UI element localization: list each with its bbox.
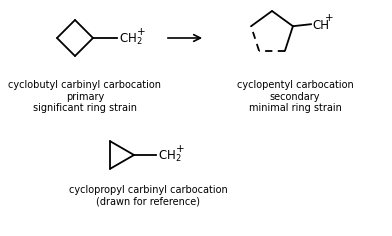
- Text: cyclopentyl carbocation
secondary
minimal ring strain: cyclopentyl carbocation secondary minima…: [237, 80, 353, 113]
- Text: CH$_2$: CH$_2$: [119, 31, 143, 46]
- Text: +: +: [325, 13, 334, 23]
- Text: cyclopropyl carbinyl carbocation
(drawn for reference): cyclopropyl carbinyl carbocation (drawn …: [69, 185, 227, 206]
- Text: CH$_2$: CH$_2$: [158, 148, 181, 164]
- Text: cyclobutyl carbinyl carbocation
primary
significant ring strain: cyclobutyl carbinyl carbocation primary …: [9, 80, 162, 113]
- Text: CH: CH: [312, 19, 329, 32]
- Text: +: +: [137, 27, 145, 37]
- Text: +: +: [176, 144, 185, 154]
